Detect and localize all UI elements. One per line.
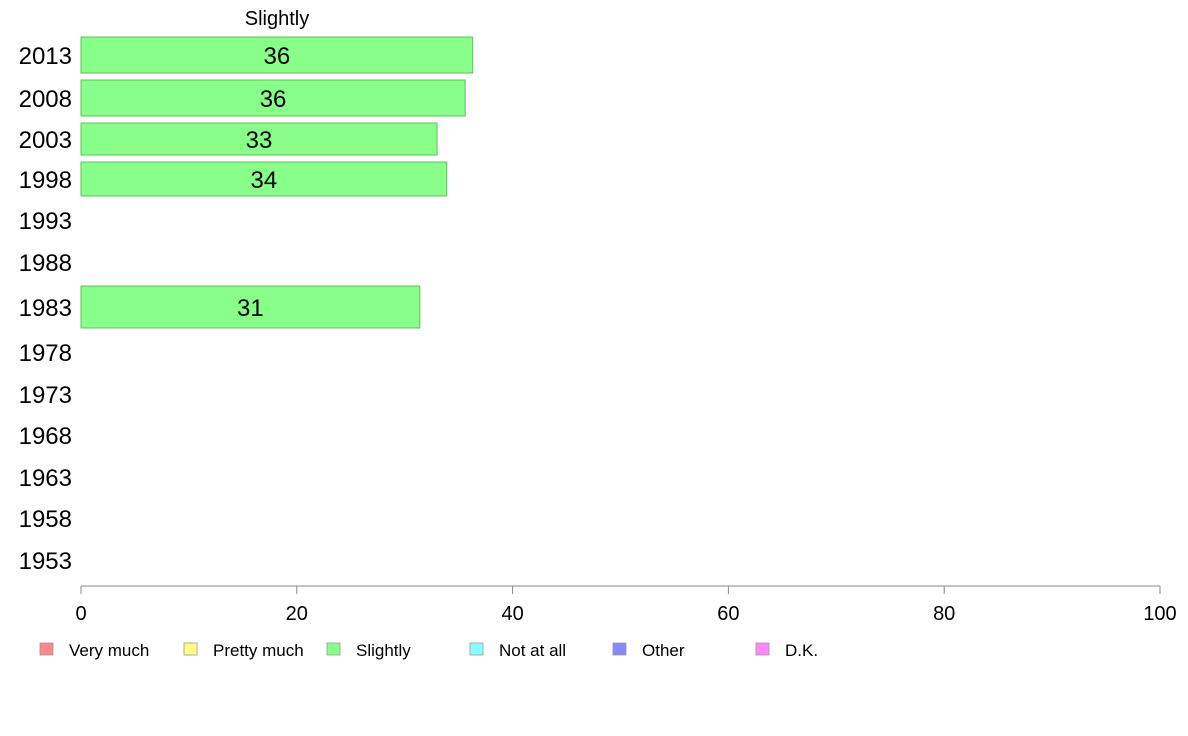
legend: Very much Pretty much Slightly Not at all Ot… <box>39 641 818 660</box>
year-label-2003: 2003 <box>19 127 72 154</box>
legend-label-5: D.K. <box>785 641 818 660</box>
year-label-1958: 1958 <box>19 506 72 533</box>
year-label-1963: 1963 <box>19 465 72 492</box>
year-label-2008: 2008 <box>19 86 72 113</box>
bar-value-label-2003: 33 <box>246 127 273 154</box>
legend-label-0: Very much <box>69 641 149 660</box>
year-label-1973: 1973 <box>19 382 72 409</box>
legend-swatch-2 <box>326 642 341 656</box>
legend-swatch-5 <box>755 642 770 656</box>
bar-2013 <box>80 36 474 74</box>
year-labels-group: 2013 2008 2003 1998 1993 1988 1983 1978 1973 1968… <box>19 43 72 575</box>
year-label-1988: 1988 <box>19 250 72 277</box>
year-label-2013: 2013 <box>19 43 72 70</box>
x-tick-label-60: 60 <box>717 603 739 625</box>
year-label-1983: 1983 <box>19 295 72 322</box>
legend-swatch-4 <box>612 642 627 656</box>
year-label-1953: 1953 <box>19 548 72 575</box>
legend-label-3: Not at all <box>499 641 566 660</box>
chart-header: Slightly <box>245 8 309 30</box>
bar-2008 <box>80 79 466 117</box>
year-label-1978: 1978 <box>19 340 72 367</box>
x-tick-label-40: 40 <box>501 603 523 625</box>
legend-swatch-1 <box>183 642 198 656</box>
x-tick-label-80: 80 <box>933 603 955 625</box>
bars-group: 36 36 33 34 31 <box>80 36 474 329</box>
bar-value-label-1983: 31 <box>237 295 264 322</box>
legend-swatch-3 <box>469 642 484 656</box>
year-label-1993: 1993 <box>19 208 72 235</box>
bar-1998 <box>80 161 448 197</box>
x-tick-label-0: 0 <box>75 603 86 625</box>
bar-value-label-1998: 34 <box>251 167 278 194</box>
bar-value-label-2013: 36 <box>263 43 290 70</box>
x-tick-label-100: 100 <box>1143 603 1176 625</box>
year-label-1998: 1998 <box>19 167 72 194</box>
legend-label-4: Other <box>642 641 685 660</box>
bar-2003 <box>80 122 438 156</box>
bar-1983 <box>80 285 421 329</box>
legend-label-2: Slightly <box>356 641 411 660</box>
bar-value-label-2008: 36 <box>260 86 287 113</box>
legend-label-1: Pretty much <box>213 641 304 660</box>
year-label-1968: 1968 <box>19 423 72 450</box>
x-axis: 0 20 40 60 80 100 <box>75 585 1177 625</box>
x-tick-label-20: 20 <box>286 603 308 625</box>
legend-swatch-0 <box>39 642 54 656</box>
